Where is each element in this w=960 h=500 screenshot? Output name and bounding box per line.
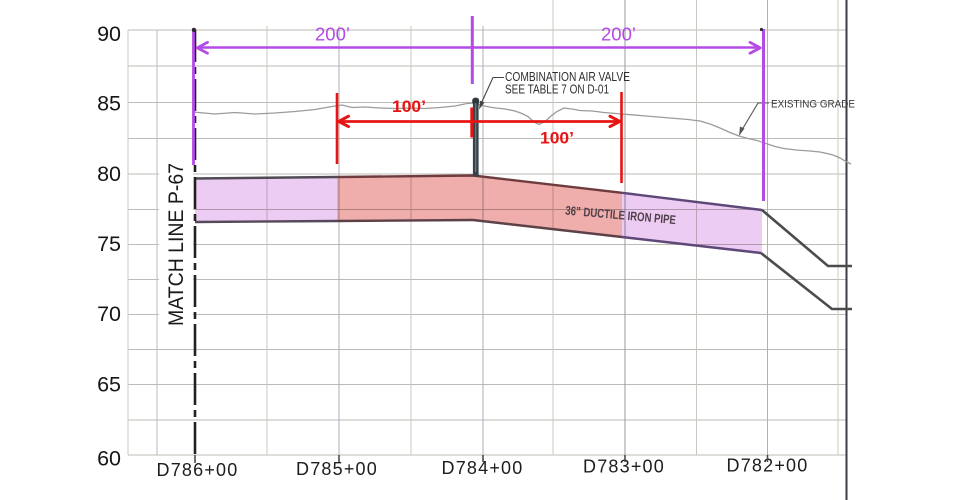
svg-text:D785+00: D785+00 bbox=[296, 459, 378, 479]
svg-text:85: 85 bbox=[97, 92, 121, 116]
svg-text:80: 80 bbox=[97, 162, 121, 186]
svg-text:MATCH LINE P-67: MATCH LINE P-67 bbox=[165, 163, 188, 326]
svg-text:100’: 100’ bbox=[540, 129, 574, 148]
svg-text:100’: 100’ bbox=[392, 97, 426, 116]
svg-text:90: 90 bbox=[97, 22, 121, 46]
svg-text:200’: 200’ bbox=[601, 25, 636, 45]
svg-text:75: 75 bbox=[97, 232, 121, 256]
svg-text:SEE TABLE 7 ON D-01: SEE TABLE 7 ON D-01 bbox=[505, 82, 609, 97]
svg-text:200’: 200’ bbox=[315, 25, 350, 45]
svg-text:D783+00: D783+00 bbox=[583, 457, 665, 477]
svg-text:D786+00: D786+00 bbox=[157, 460, 239, 480]
svg-text:EXISTING GRADE: EXISTING GRADE bbox=[771, 99, 855, 111]
svg-text:65: 65 bbox=[97, 373, 121, 397]
svg-text:60: 60 bbox=[97, 447, 121, 471]
svg-text:D784+00: D784+00 bbox=[442, 458, 524, 478]
svg-text:COMBINATION AIR VALVE: COMBINATION AIR VALVE bbox=[505, 69, 630, 84]
svg-text:70: 70 bbox=[97, 302, 121, 326]
svg-text:D782+00: D782+00 bbox=[727, 456, 809, 476]
